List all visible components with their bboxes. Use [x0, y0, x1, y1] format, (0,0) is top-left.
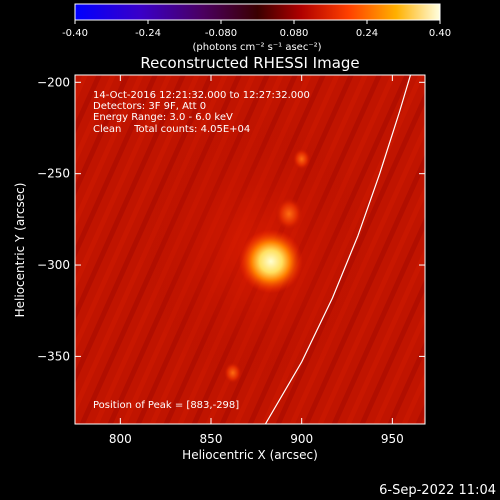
- sidelobe-stripe: [0, 60, 8, 460]
- sidelobe-stripe: [75, 75, 186, 322]
- sidelobe-stripe: [75, 75, 130, 198]
- solar-limb-curve: [264, 75, 412, 424]
- colorbar-tick-label: -0.080: [205, 28, 237, 39]
- y-axis-label: Heliocentric Y (arcsec): [13, 183, 27, 318]
- footer-date: 6-Sep-2022 11:04: [379, 483, 496, 498]
- plot-frame: [74, 74, 426, 425]
- sidelobe-stripe: [317, 185, 425, 424]
- sidelobe-stripe: [75, 75, 200, 353]
- colorbar-tick-label: -0.24: [135, 28, 161, 39]
- x-tick-label: 800: [109, 432, 132, 446]
- sidelobe-stripe: [75, 75, 102, 135]
- sidelobe-stripe: [345, 247, 425, 424]
- secondary-source: [292, 148, 311, 170]
- secondary-source: [274, 197, 303, 231]
- y-tick-label: −200: [37, 75, 70, 89]
- sidelobe-stripe: [331, 216, 425, 424]
- chart-title: Reconstructed RHESSI Image: [140, 54, 359, 72]
- y-tick-label: −350: [37, 349, 70, 363]
- peak-source: [238, 229, 303, 294]
- axis-ticks: 800 850 900 950 −200 −250 −300 −350: [37, 75, 425, 446]
- info-line-detectors: Detectors: 3F 9F, Att 0: [93, 101, 206, 112]
- info-text: 14-Oct-2016 12:21:32.000 to 12:27:32.000…: [93, 90, 310, 411]
- sidelobe-stripe: [416, 60, 500, 460]
- heatmap-image: [0, 60, 500, 460]
- sidelobe-stripe: [75, 75, 158, 260]
- x-axis-label: Heliocentric X (arcsec): [182, 448, 318, 462]
- info-line-time: 14-Oct-2016 12:21:32.000 to 12:27:32.000: [93, 90, 310, 101]
- sidelobe-stripe: [75, 75, 172, 291]
- colorbar-tick-label: 0.24: [356, 28, 378, 39]
- colorbar-ticks: -0.40 -0.24 -0.080 0.080 0.24 0.40: [62, 20, 451, 39]
- y-tick-label: −250: [37, 167, 70, 181]
- colorbar-tick-label: 0.40: [429, 28, 451, 39]
- sidelobe-stripe: [75, 75, 214, 384]
- x-tick-label: 900: [290, 432, 313, 446]
- sidelobe-stripe: [401, 371, 425, 424]
- sidelobe-stripe: [359, 278, 425, 424]
- x-tick-label: 950: [381, 432, 404, 446]
- secondary-source: [223, 362, 242, 384]
- sidelobe-stripe: [387, 340, 425, 424]
- peak-position-label: Position of Peak = [883,-298]: [93, 400, 239, 411]
- colorbar-tick-label: -0.40: [62, 28, 88, 39]
- info-line-energy: Energy Range: 3.0 - 6.0 keV: [93, 112, 233, 123]
- sidelobe-stripe: [373, 309, 425, 424]
- y-tick-label: −300: [37, 258, 70, 272]
- x-tick-label: 850: [200, 432, 223, 446]
- colorbar-unit-label: (photons cm⁻² s⁻¹ asec⁻²): [192, 42, 321, 53]
- colorbar: [74, 3, 441, 21]
- colorbar-tick-label: 0.080: [280, 28, 309, 39]
- info-line-clean: Clean Total counts: 4.05E+04: [93, 124, 250, 135]
- sidelobe-stripe: [75, 75, 116, 167]
- sidelobe-stripe: [75, 75, 144, 229]
- sidelobe-stripe: [303, 153, 425, 424]
